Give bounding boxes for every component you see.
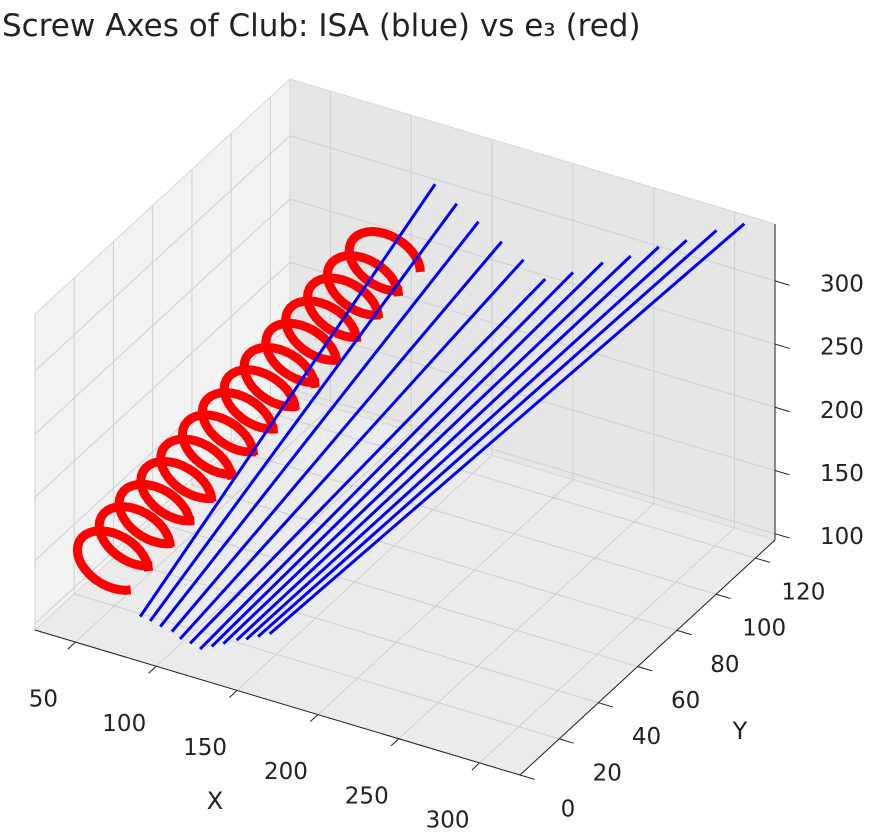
- y-tick-label: 120: [781, 580, 825, 606]
- isa-line: [148, 202, 459, 622]
- z-tick-label: 100: [820, 524, 864, 550]
- isa-line: [222, 254, 632, 645]
- y-axis-label: Y: [732, 717, 748, 745]
- x-tick-label: 200: [264, 759, 308, 785]
- z-tick-label: 300: [820, 271, 864, 297]
- x-tick-label: 50: [29, 687, 58, 713]
- z-tick-label: 250: [820, 335, 864, 361]
- grid-line: [231, 448, 717, 595]
- e3-arc: [219, 365, 300, 434]
- e3-arc: [197, 388, 278, 457]
- y-tick-label: 0: [561, 797, 576, 823]
- y-tick-mark: [716, 593, 731, 600]
- y-tick-label: 20: [593, 760, 622, 786]
- x-tick-mark: [309, 714, 319, 723]
- y-tick-label: 40: [632, 724, 661, 750]
- grid-line: [34, 135, 291, 372]
- z-tick-label: 150: [820, 461, 864, 487]
- chart-title: Screw Axes of Club: ISA (blue) vs e₃ (re…: [2, 8, 641, 44]
- e3-arc: [344, 226, 425, 296]
- y-tick-mark: [676, 629, 692, 636]
- grid-line: [236, 455, 493, 691]
- x-axis-line: [34, 629, 521, 776]
- z-tick-mark: [774, 406, 790, 413]
- y-tick-mark: [637, 666, 653, 672]
- e3-arc: [261, 318, 342, 388]
- y-tick-label: 60: [671, 688, 700, 714]
- z-tick-mark: [774, 343, 790, 349]
- x-tick-mark: [390, 738, 400, 747]
- e3-arc: [114, 479, 195, 549]
- x-tick-label: 250: [345, 783, 389, 809]
- e3-arc: [177, 410, 259, 479]
- y-tick-mark: [755, 557, 771, 563]
- isa-line: [245, 239, 688, 641]
- x-axis-label: X: [207, 787, 223, 815]
- e3-arc: [136, 456, 217, 526]
- y-tick-mark: [519, 774, 535, 780]
- isa-line: [268, 222, 746, 636]
- y-axis-line: [519, 539, 776, 776]
- x-tick-mark: [229, 690, 238, 698]
- z-tick-mark: [774, 280, 790, 286]
- isa-line: [189, 278, 547, 645]
- e3-arc: [94, 502, 175, 571]
- e3-arc: [156, 434, 237, 504]
- isa-line: [159, 220, 480, 628]
- e3-arc: [72, 526, 153, 595]
- grid-line: [191, 484, 678, 631]
- z-tick-mark: [774, 533, 790, 539]
- z-tick-label: 200: [820, 398, 864, 424]
- x-tick-label: 100: [102, 711, 146, 737]
- x-tick-label: 300: [426, 807, 470, 833]
- grid-line: [289, 135, 776, 282]
- y-tick-mark: [598, 702, 614, 708]
- x-tick-mark: [471, 762, 480, 771]
- isa-line: [170, 240, 503, 633]
- e3-arc: [239, 342, 320, 412]
- y-tick-label: 80: [710, 652, 739, 678]
- isa-line: [235, 245, 660, 642]
- grid-line: [398, 503, 655, 740]
- grid-line: [74, 593, 560, 740]
- isa-line: [178, 258, 525, 641]
- grid-line: [34, 388, 291, 625]
- isa-line: [257, 229, 718, 638]
- isa-line: [138, 183, 437, 618]
- isa-line: [199, 271, 575, 651]
- grid-line: [289, 325, 776, 471]
- isa-line: [210, 261, 604, 648]
- grid-line: [152, 521, 638, 668]
- x-tick-mark: [67, 641, 76, 650]
- grid-line: [289, 388, 776, 535]
- z-tick-mark: [774, 470, 790, 476]
- grid-line: [289, 198, 776, 345]
- grid-line: [270, 412, 756, 559]
- grid-line: [479, 527, 735, 764]
- x-tick-label: 150: [183, 735, 227, 761]
- x-tick-mark: [148, 665, 157, 674]
- y-tick-mark: [559, 738, 574, 744]
- grid-line: [34, 198, 291, 435]
- e3-arc: [302, 273, 384, 343]
- grid-line: [34, 261, 291, 498]
- y-tick-label: 100: [742, 616, 786, 642]
- grid-line: [317, 479, 574, 715]
